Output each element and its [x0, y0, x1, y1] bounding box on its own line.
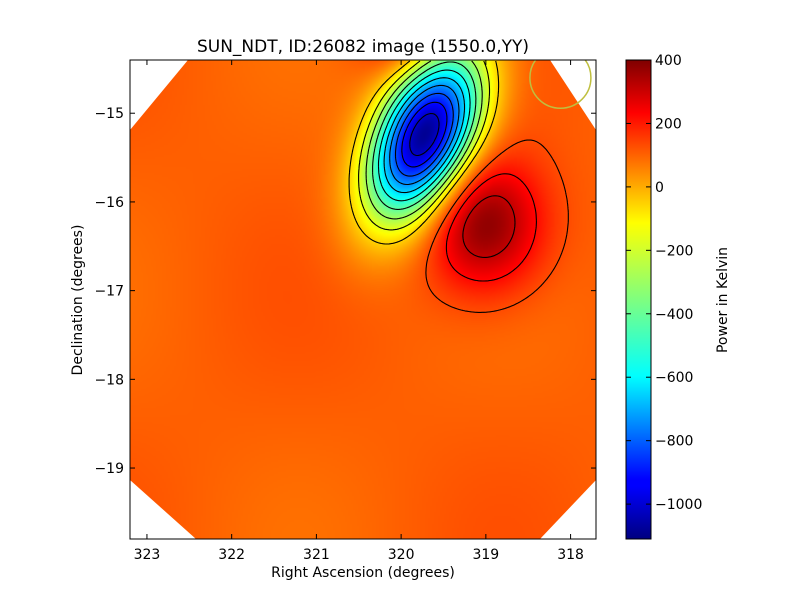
- colorbar-tick-label: −1000: [655, 497, 702, 513]
- contour-line: [462, 195, 516, 258]
- contour-lines: [348, 60, 569, 313]
- contour-line: [358, 60, 491, 231]
- colorbar-ticks: 400 200 0 −200 −400 −600 −800 −1000: [626, 53, 702, 513]
- colorbar-tick-label: 200: [655, 116, 682, 132]
- chart-title: SUN_NDT, ID:26082 image (1550.0,YY): [197, 37, 529, 57]
- x-tick-label: 321: [303, 547, 330, 563]
- colorbar-label: Power in Kelvin: [715, 247, 731, 353]
- contour-line: [372, 61, 477, 210]
- contour-line: [377, 69, 471, 202]
- colorbar-tick-label: 0: [655, 180, 664, 196]
- contour-line: [394, 92, 454, 177]
- y-tick-label: −15: [94, 106, 124, 122]
- contour-line: [425, 139, 569, 313]
- contour-line: [409, 112, 440, 157]
- x-axis: 323 322 321 320 319 318: [134, 60, 584, 563]
- contour-line: [401, 101, 448, 168]
- y-tick-label: −16: [94, 195, 124, 211]
- y-axis-label: Declination (degrees): [70, 225, 86, 376]
- colorbar: 400 200 0 −200 −400 −600 −800 −1000 Power in Ke…: [625, 53, 731, 540]
- beam-circle: [529, 60, 592, 109]
- x-tick-label: 323: [134, 547, 161, 563]
- x-tick-label: 320: [388, 547, 415, 563]
- x-axis-label: Right Ascension (degrees): [271, 565, 455, 581]
- colorbar-tick-label: −800: [655, 434, 693, 450]
- y-tick-label: −17: [94, 284, 124, 300]
- plot-area: [130, 60, 596, 539]
- contour-line: [348, 60, 500, 245]
- x-tick-label: 322: [218, 547, 245, 563]
- contour-line: [365, 60, 483, 220]
- y-tick-label: −18: [94, 372, 124, 388]
- contour-line: [389, 84, 460, 186]
- colorbar-tick-label: −400: [655, 307, 693, 323]
- colorbar-gradient: [625, 59, 652, 540]
- contour-line: [383, 77, 466, 194]
- plot-frame: [129, 59, 597, 540]
- colorbar-tick-label: −200: [655, 243, 693, 259]
- colorbar-tick-label: 400: [655, 53, 682, 69]
- y-axis: −15 −16 −17 −18 −19: [94, 106, 596, 477]
- x-tick-label: 319: [472, 547, 499, 563]
- colorbar-tick-label: −600: [655, 370, 693, 386]
- contour-line: [445, 173, 537, 282]
- x-tick-label: 318: [557, 547, 584, 563]
- y-tick-label: −19: [94, 461, 124, 477]
- intensity-map: [130, 60, 596, 539]
